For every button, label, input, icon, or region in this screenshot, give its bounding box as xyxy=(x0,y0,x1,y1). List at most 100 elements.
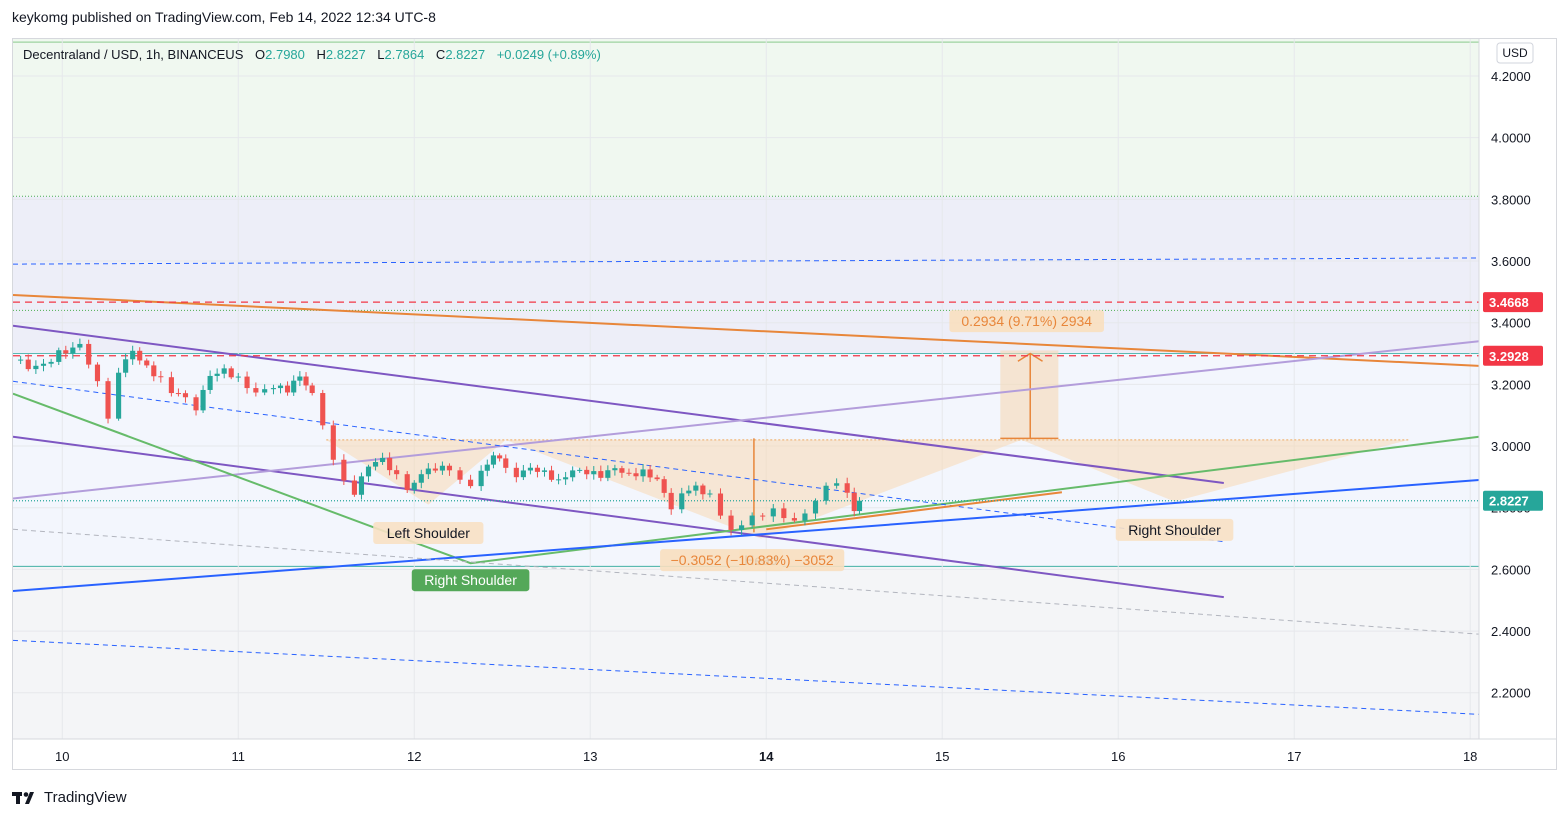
candle[interactable] xyxy=(291,375,297,396)
candle[interactable] xyxy=(739,520,745,535)
candle[interactable] xyxy=(262,384,268,396)
candle[interactable] xyxy=(851,487,857,517)
price-label[interactable]: 2.8227 xyxy=(1483,490,1543,511)
candle[interactable] xyxy=(228,366,234,380)
candle[interactable] xyxy=(591,466,597,480)
drawing-trend-1[interactable] xyxy=(12,324,1224,485)
candle[interactable] xyxy=(686,485,692,497)
candle[interactable] xyxy=(534,464,541,478)
candle[interactable] xyxy=(86,339,92,369)
drawing-dashed-7[interactable] xyxy=(12,380,1224,543)
candle[interactable] xyxy=(270,384,277,395)
candle[interactable] xyxy=(520,464,526,481)
candle[interactable] xyxy=(63,345,69,359)
candle[interactable] xyxy=(577,467,583,473)
candle[interactable] xyxy=(214,368,220,382)
candle[interactable] xyxy=(168,371,174,397)
candle[interactable] xyxy=(18,355,24,365)
candle[interactable] xyxy=(541,467,548,477)
candle[interactable] xyxy=(612,464,618,476)
candle[interactable] xyxy=(277,383,284,394)
candle[interactable] xyxy=(297,371,303,387)
candle[interactable] xyxy=(584,466,590,480)
annotation-label[interactable]: Right Shoulder xyxy=(1115,518,1234,541)
candle[interactable] xyxy=(235,373,241,382)
candle[interactable] xyxy=(387,452,393,476)
candle[interactable] xyxy=(497,453,503,462)
candle[interactable] xyxy=(570,466,576,482)
candle[interactable] xyxy=(358,472,365,500)
drawing-dashed-8[interactable] xyxy=(12,639,1480,715)
candle[interactable] xyxy=(503,454,509,474)
candle[interactable] xyxy=(221,364,227,379)
candle[interactable] xyxy=(130,345,136,365)
candle[interactable] xyxy=(439,461,445,475)
candle[interactable] xyxy=(749,512,755,528)
candle[interactable] xyxy=(812,498,819,519)
candle[interactable] xyxy=(728,510,734,536)
annotation-label[interactable]: Right Shoulder xyxy=(411,569,530,592)
drawing-dashed-6[interactable] xyxy=(12,257,1480,265)
candle[interactable] xyxy=(418,469,424,489)
candle[interactable] xyxy=(182,390,189,403)
candle[interactable] xyxy=(457,466,463,485)
candle[interactable] xyxy=(654,474,660,482)
candle[interactable] xyxy=(137,347,143,365)
candle[interactable] xyxy=(563,471,569,485)
drawing-dashed-9[interactable] xyxy=(12,528,1480,635)
candle[interactable] xyxy=(802,509,808,526)
candle[interactable] xyxy=(619,465,625,478)
candle[interactable] xyxy=(25,354,31,372)
candle[interactable] xyxy=(527,463,533,475)
candle[interactable] xyxy=(513,462,519,483)
candle[interactable] xyxy=(303,372,309,391)
candle[interactable] xyxy=(33,360,39,374)
price-label[interactable]: 3.4668 xyxy=(1483,292,1543,313)
candle[interactable] xyxy=(320,389,326,430)
candle[interactable] xyxy=(823,482,829,505)
candle[interactable] xyxy=(116,367,122,421)
candle[interactable] xyxy=(707,489,713,498)
candle[interactable] xyxy=(781,502,787,523)
candle[interactable] xyxy=(284,381,291,396)
candle[interactable] xyxy=(404,471,410,493)
candle[interactable] xyxy=(760,512,766,521)
candle[interactable] xyxy=(432,463,438,473)
drawing-trend-3[interactable] xyxy=(12,340,1480,500)
footer-brand[interactable]: TradingView xyxy=(44,789,127,806)
candle[interactable] xyxy=(207,370,213,394)
candle[interactable] xyxy=(193,394,199,416)
candle[interactable] xyxy=(372,458,379,471)
candle[interactable] xyxy=(253,382,259,397)
candle[interactable] xyxy=(244,371,250,394)
candle[interactable] xyxy=(446,463,453,476)
candle[interactable] xyxy=(605,465,611,482)
candle[interactable] xyxy=(341,454,347,485)
candle[interactable] xyxy=(380,452,386,465)
candle[interactable] xyxy=(490,451,497,469)
candle[interactable] xyxy=(791,512,797,523)
candle[interactable] xyxy=(365,464,372,482)
candle[interactable] xyxy=(598,465,604,482)
candle[interactable] xyxy=(661,476,667,498)
candle[interactable] xyxy=(626,468,632,476)
candle[interactable] xyxy=(468,474,474,489)
candle[interactable] xyxy=(556,473,562,485)
annotation-label[interactable]: Left Shoulder xyxy=(373,522,484,545)
candle[interactable] xyxy=(640,463,646,482)
candle[interactable] xyxy=(105,377,111,424)
candle[interactable] xyxy=(48,358,54,368)
candle[interactable] xyxy=(668,488,674,515)
candle[interactable] xyxy=(834,478,840,489)
candle[interactable] xyxy=(200,385,206,414)
candle[interactable] xyxy=(717,488,724,520)
candle[interactable] xyxy=(693,481,699,496)
price-label[interactable]: 3.2928 xyxy=(1483,345,1543,366)
candle[interactable] xyxy=(425,463,431,480)
candle[interactable] xyxy=(394,465,400,480)
candle[interactable] xyxy=(700,483,706,500)
candle[interactable] xyxy=(770,503,776,522)
candle[interactable] xyxy=(70,342,76,359)
